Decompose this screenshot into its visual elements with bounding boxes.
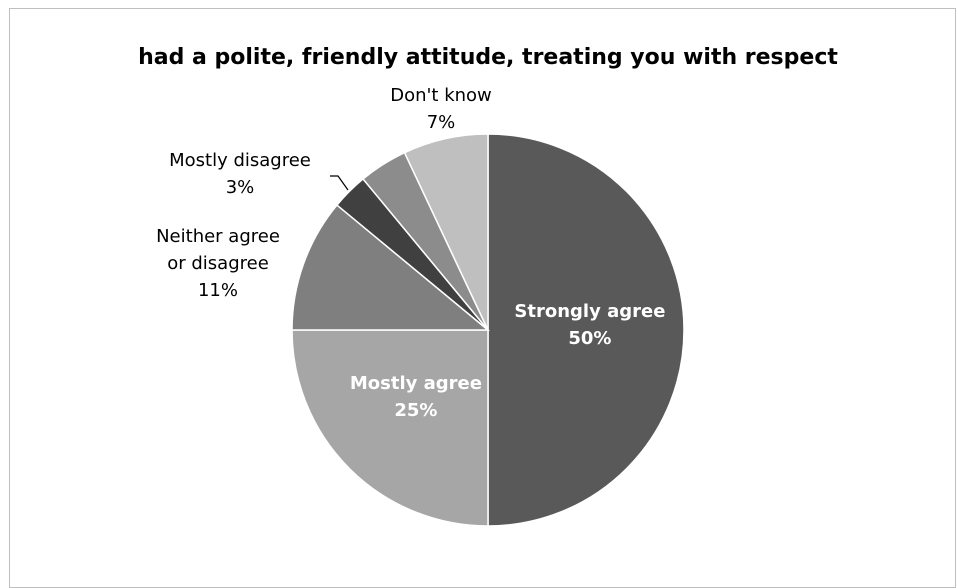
pie-slice-neither-agree-or-disagree <box>291 204 491 331</box>
chart-title: had a polite, friendly attitude, treatin… <box>138 45 838 70</box>
pie-slices <box>291 133 685 527</box>
pie-slice-strongly-agree <box>487 133 685 527</box>
pie-slice-don-t-know <box>403 133 489 331</box>
data-label-don-t-know: Don't know 7% <box>390 85 492 133</box>
data-label-mostly-agree: Mostly agree 25% <box>350 373 482 421</box>
pie-labels: Strongly agree 50% Mostly agree 25% Neither … <box>156 85 665 421</box>
data-label-mostly-disagree: Mostly disagree 3% <box>169 150 311 198</box>
pie-slice-mostly-agree <box>291 329 489 527</box>
leader-line-mostly-disagree <box>330 175 349 191</box>
data-label-neither-agree-or-disagree: Neither agree or disagree 11% <box>156 226 280 301</box>
data-label-strongly-agree: Strongly agree 50% <box>514 301 665 349</box>
